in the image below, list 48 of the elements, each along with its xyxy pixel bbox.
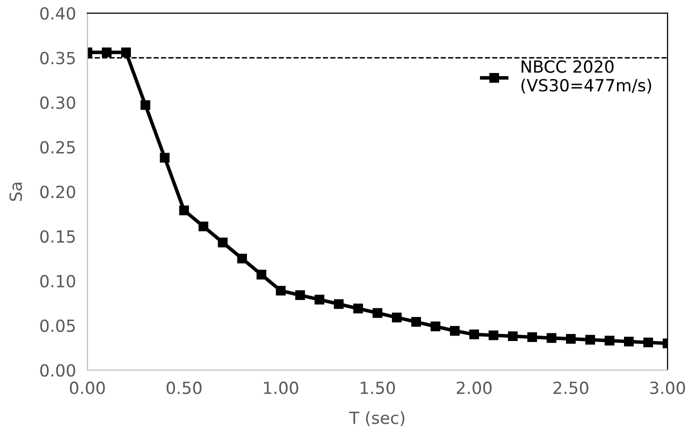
point [392, 312, 402, 322]
y-tick-label: 0.35 [40, 52, 75, 64]
y-tick-label: 0.00 [40, 364, 76, 377]
point [102, 48, 112, 58]
point [585, 334, 596, 345]
point [218, 238, 228, 248]
point [643, 338, 654, 348]
point [256, 270, 266, 280]
point [160, 152, 170, 163]
point [450, 326, 460, 336]
point [411, 317, 421, 327]
point [179, 206, 189, 216]
point [314, 294, 324, 304]
y-axis-title: Sa [9, 182, 22, 201]
point [121, 48, 131, 58]
point [237, 254, 247, 264]
point [334, 299, 344, 309]
point [469, 330, 480, 340]
x-tick-label: 3.00 [650, 382, 685, 394]
x-tick-label: 0.00 [70, 382, 105, 394]
point [276, 286, 286, 296]
y-tick-label: 0.05 [40, 319, 75, 332]
x-tick-label: 2.00 [456, 382, 492, 394]
point [527, 332, 538, 342]
point [624, 336, 634, 346]
point [566, 334, 576, 344]
point [546, 333, 556, 343]
y-tick-label: 0.10 [40, 274, 76, 288]
x-tick-label: 1.50 [360, 382, 395, 394]
point [508, 331, 518, 342]
point [604, 336, 614, 346]
point [488, 330, 498, 340]
point [430, 322, 440, 332]
legend-label: NBCC 2020 (VS30=477m/s) [521, 60, 652, 94]
point [198, 222, 208, 232]
y-tick-label: 0.30 [40, 96, 76, 109]
y-tick-label: 0.15 [40, 230, 75, 243]
x-axis-title: T (sec) [349, 411, 404, 426]
y-tick-label: 0.20 [40, 186, 76, 198]
x-tick-label: 0.50 [166, 382, 202, 394]
point [295, 290, 305, 300]
x-tick-label: 1.00 [264, 382, 298, 394]
point [353, 304, 363, 314]
x-tick-label: 2.50 [554, 382, 588, 394]
y-tick-label: 0.25 [40, 140, 75, 154]
point [372, 308, 382, 318]
y-tick-label: 0.40 [40, 7, 76, 20]
point [140, 100, 150, 110]
